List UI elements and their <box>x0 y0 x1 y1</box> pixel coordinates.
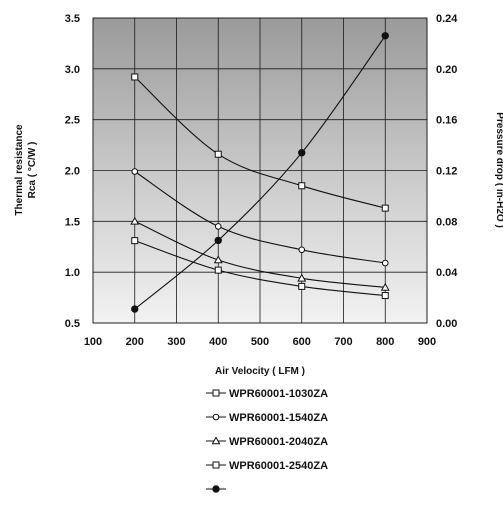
legend-marker-3 <box>211 436 221 445</box>
series-point-2 <box>381 259 389 267</box>
series-point-3 <box>213 255 223 264</box>
legend-marker-5 <box>212 485 220 493</box>
y-right-tick-label: 0.24 <box>436 13 458 25</box>
y-right-tick-label: 0.08 <box>436 216 457 228</box>
series-line-3 <box>134 220 386 288</box>
series-point-5 <box>131 305 139 313</box>
series-point-5 <box>214 236 222 245</box>
series-line-4 <box>134 240 386 297</box>
y-left-axis-title: Thermal resistance Rca ( °C/W ) <box>14 124 38 216</box>
series-line-2 <box>134 171 386 264</box>
series-line-1 <box>134 76 386 209</box>
series-point-4 <box>131 237 139 245</box>
y-right-tick-label: 0.04 <box>436 267 458 279</box>
y-left-tick-label: 2.5 <box>65 115 80 127</box>
x-tick-label: 400 <box>209 336 227 348</box>
y-left-tick-label: 3.5 <box>65 13 80 25</box>
legend-marker-1 <box>212 389 220 397</box>
y-left-tick-label: 1.0 <box>65 267 80 279</box>
legend: WPR60001-1030ZA WPR60001-1540ZA WPR60001-2… <box>206 388 328 493</box>
series-point-3 <box>380 282 390 291</box>
series-point-2 <box>298 246 306 254</box>
y-right-tick-label: 0.16 <box>436 115 457 127</box>
y-right-axis-title: Pressure drop ( in-H2O ) <box>494 112 503 228</box>
y-left-title-line1: Thermal resistance <box>14 124 25 216</box>
series-line-5 <box>134 35 386 310</box>
x-axis-title: Air Velocity ( LFM ) <box>215 366 305 377</box>
series-point-4 <box>214 266 222 274</box>
y-right-tick-label: 0.20 <box>436 64 457 76</box>
x-tick-label: 600 <box>293 336 311 348</box>
legend-marker-4 <box>212 461 220 469</box>
series-point-1 <box>381 204 389 212</box>
y-right-tick-label: 0.00 <box>436 318 457 330</box>
series-point-1 <box>214 150 222 158</box>
x-tick-label: 300 <box>167 336 185 348</box>
series-point-2 <box>131 168 139 175</box>
x-tick-label: 900 <box>418 336 436 348</box>
legend-label-1: WPR60001-1030ZA <box>229 388 328 400</box>
x-tick-label: 700 <box>334 336 352 348</box>
series-point-5 <box>298 149 306 157</box>
legend-marker-2 <box>212 413 220 421</box>
series-point-3 <box>130 216 140 225</box>
grid <box>93 18 427 323</box>
x-tick-label: 200 <box>126 336 144 348</box>
y-left-title-line2: Rca ( °C/W ) <box>27 142 38 199</box>
x-tick-label: 800 <box>376 336 394 348</box>
series-point-4 <box>381 292 389 300</box>
legend-label-4: WPR60001-2540ZA <box>229 460 328 472</box>
legend-label-3: WPR60001-2040ZA <box>229 436 328 448</box>
y-left-tick-label: 3.0 <box>65 64 80 76</box>
series-curves <box>134 35 386 310</box>
series-point-4 <box>298 282 306 290</box>
y-left-tick-label: 2.0 <box>65 166 80 178</box>
y-left-tick-labels: 0.5 1.0 1.5 2.0 2.5 3.0 3.5 <box>65 13 80 330</box>
series-point-1 <box>298 182 306 190</box>
y-left-tick-label: 0.5 <box>65 318 80 330</box>
series-point-5 <box>381 32 389 40</box>
series-point-2 <box>214 223 222 230</box>
series-markers <box>130 32 390 313</box>
y-right-tick-label: 0.12 <box>436 166 457 178</box>
legend-label-2: WPR60001-1540ZA <box>229 412 328 424</box>
x-tick-label: 100 <box>84 336 102 348</box>
series-point-3 <box>297 273 307 282</box>
x-tick-label: 500 <box>251 336 269 348</box>
y-right-tick-labels: 0.00 0.04 0.08 0.12 0.16 0.20 0.24 <box>436 13 458 330</box>
y-left-tick-label: 1.5 <box>65 216 80 228</box>
x-tick-labels: 100 200 300 400 500 600 700 800 900 <box>84 336 436 348</box>
series-point-1 <box>131 73 139 81</box>
